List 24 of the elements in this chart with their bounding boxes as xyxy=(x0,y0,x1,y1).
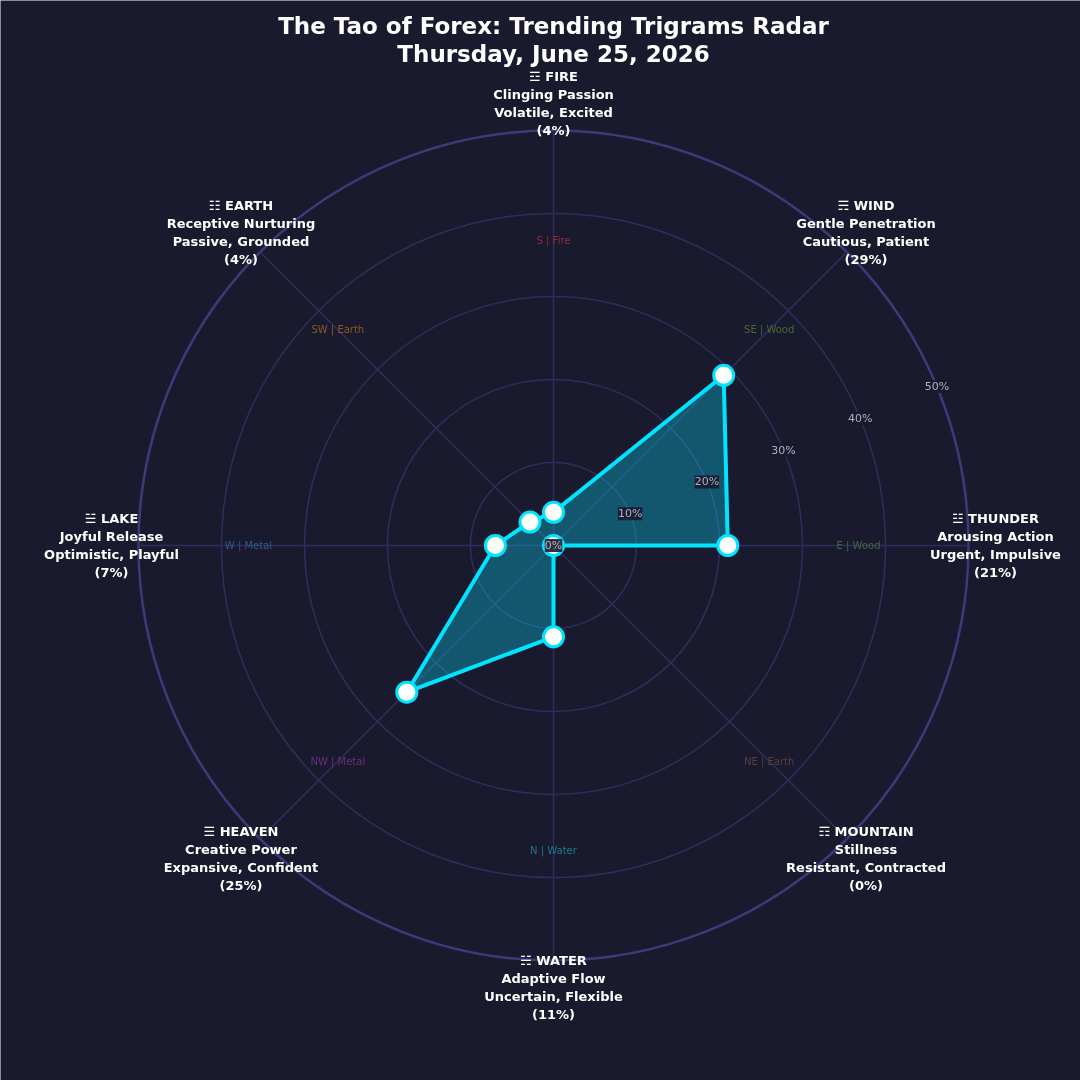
text: SW | Earth xyxy=(311,324,365,337)
y-tick-label: 10% xyxy=(617,507,643,521)
text: SE | Wood xyxy=(744,324,795,337)
y-tick-label: 40% xyxy=(848,411,873,425)
text: S | Fire xyxy=(536,234,571,247)
text: NE | Earth xyxy=(744,755,795,768)
text: E | Wood xyxy=(836,540,881,552)
text: N | Water xyxy=(530,845,578,858)
spoke-label: ☵ WATER Adaptive Flow Uncertain, Flexible (11%) xyxy=(484,952,623,1022)
spoke-label: ☱ LAKE Joyful Release Optimistic, Playful (7%) xyxy=(44,511,179,580)
spoke-label: ☳ THUNDER Arousing Action Urgent, Impulsive (21%) xyxy=(930,511,1062,580)
text: W | Metal xyxy=(224,540,273,552)
spoke-label: ☷ EARTH Receptive Nurturing Passive, Grounded (4%) xyxy=(166,198,316,268)
y-tick-label: 0% xyxy=(544,539,563,552)
chart-subtitle: Thursday, June 25, 2026 xyxy=(397,40,710,67)
y-tick-label: 30% xyxy=(771,443,796,457)
chart-title: The Tao of Forex: Trending Trigrams Radar xyxy=(278,12,830,39)
y-tick-label: 50% xyxy=(924,380,950,394)
spoke-label: ☴ WIND Gentle Penetration Cautious, Patient (29%) xyxy=(796,198,936,268)
spoke-label: ☰ HEAVEN Creative Power Expansive, Confident (25%) xyxy=(163,823,319,893)
text: NW | Metal xyxy=(310,755,366,768)
spoke-label: ☲ FIRE Clinging Passion Volatile, Excited (4%) xyxy=(493,69,614,139)
spoke-label: ☶ MOUNTAIN Stillness Resistant, Contracted (0%) xyxy=(786,823,946,893)
y-tick-label: 20% xyxy=(694,475,720,489)
